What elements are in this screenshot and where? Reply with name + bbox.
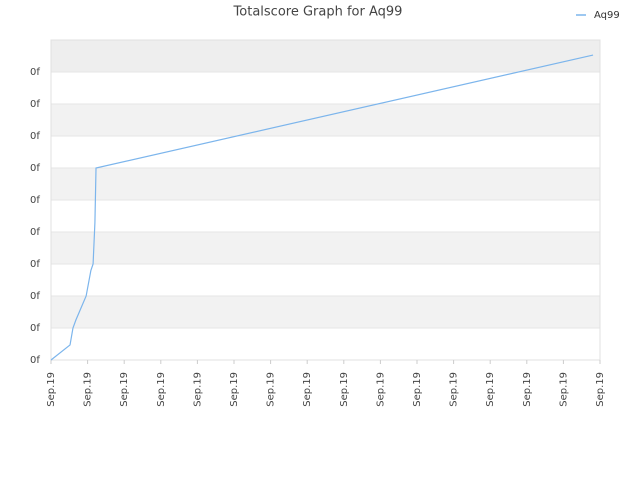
plot-band bbox=[51, 168, 600, 200]
x-tick-label: Sep.19 bbox=[449, 372, 460, 407]
y-tick-label: 0f bbox=[30, 195, 40, 206]
plot-border bbox=[50, 39, 601, 361]
x-tick-label: Sep.19 bbox=[595, 372, 606, 407]
x-tick-label: Sep.19 bbox=[192, 372, 203, 407]
x-tick-label: Sep.19 bbox=[83, 372, 94, 407]
line bbox=[50, 54, 594, 361]
y-tick-label: 0f bbox=[30, 259, 40, 270]
y-tick-label: 0f bbox=[30, 355, 40, 366]
y-tick-label: 0f bbox=[30, 163, 40, 174]
y-tick-label: 0f bbox=[30, 67, 40, 78]
y-tick-label: 0f bbox=[30, 291, 40, 302]
x-tick-label: Sep.19 bbox=[412, 372, 423, 407]
x-tick-label: Sep.19 bbox=[522, 372, 533, 407]
plot-band bbox=[51, 232, 600, 264]
x-tick-label: Sep.19 bbox=[229, 372, 240, 407]
x-tick-label: Sep.19 bbox=[156, 372, 167, 407]
x-tick-label: Sep.19 bbox=[375, 372, 386, 407]
y-tick-label: 0f bbox=[30, 323, 40, 334]
plot-band bbox=[51, 40, 600, 72]
y-tick-label: 0f bbox=[30, 99, 40, 110]
x-tick-label: Sep.19 bbox=[46, 372, 57, 407]
x-tick-label: Sep.19 bbox=[302, 372, 313, 407]
x-tick-label: Sep.19 bbox=[266, 372, 277, 407]
legend-label: Aq99 bbox=[594, 10, 620, 21]
y-tick-label: 0f bbox=[30, 131, 40, 142]
x-tick-label: Sep.19 bbox=[558, 372, 569, 407]
x-tick-label: Sep.19 bbox=[339, 372, 350, 407]
y-tick-label: 0f bbox=[30, 227, 40, 238]
x-tick-label: Sep.19 bbox=[119, 372, 130, 407]
plot-band bbox=[51, 296, 600, 328]
chart-title: Totalscore Graph for Aq99 bbox=[233, 5, 403, 20]
x-tick-label: Sep.19 bbox=[485, 372, 496, 407]
plot-band bbox=[51, 104, 600, 136]
